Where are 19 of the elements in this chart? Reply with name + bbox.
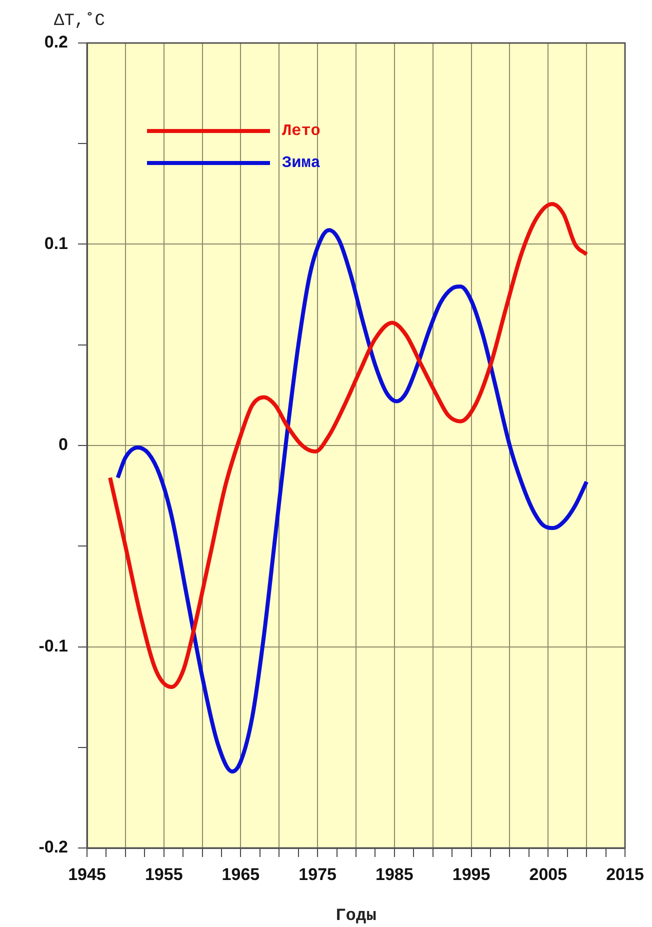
line-series <box>116 228 589 774</box>
x-tick-label: 2005 <box>529 864 568 884</box>
y-axis-title: ΔT,˚C <box>54 12 106 31</box>
y-tick-label: 0.1 <box>44 234 68 253</box>
text: Лето <box>282 122 320 140</box>
x-tick-label: 1965 <box>222 864 260 884</box>
x-tick-label: 1945 <box>68 864 106 884</box>
x-tick-label: 1985 <box>376 864 414 884</box>
x-tick-label: 1995 <box>452 864 490 884</box>
x-axis-title: Годы <box>336 907 376 926</box>
x-tick-label: 2015 <box>606 864 644 884</box>
y-tick-label: -0.1 <box>38 636 68 656</box>
y-tick-label: -0.2 <box>38 838 68 857</box>
y-tick-label: 0 <box>58 435 68 454</box>
x-tick-label: 1975 <box>298 864 336 884</box>
y-tick-label: 0.2 <box>44 32 68 52</box>
text: Зима <box>282 154 320 172</box>
x-tick-label: 1955 <box>144 864 183 884</box>
line-series <box>108 202 589 689</box>
